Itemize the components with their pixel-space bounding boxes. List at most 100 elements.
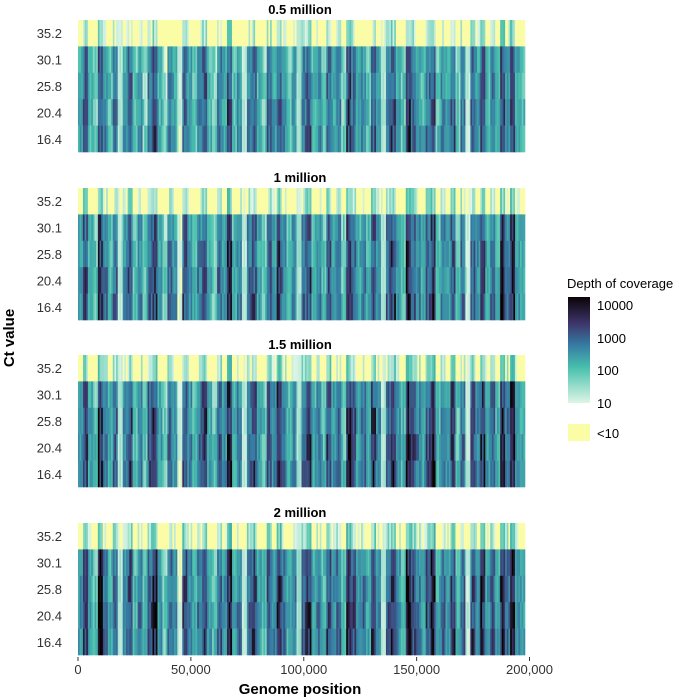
heatmap-cell xyxy=(475,293,478,321)
heatmap-cell xyxy=(417,434,420,461)
heatmap-cell xyxy=(231,20,234,47)
heatmap-cell xyxy=(212,434,215,461)
heatmap-cell xyxy=(490,46,493,74)
heatmap-cell xyxy=(193,72,196,100)
heatmap-cell xyxy=(121,407,123,435)
heatmap-cell xyxy=(265,293,268,321)
heatmap-cell xyxy=(523,293,526,321)
heatmap-cell xyxy=(154,407,157,435)
heatmap-cell xyxy=(475,125,478,153)
heatmap-cell xyxy=(111,214,114,242)
heatmap-cell xyxy=(124,575,127,603)
heatmap-cell xyxy=(347,125,350,153)
heatmap-cell xyxy=(79,549,82,577)
heatmap-cell xyxy=(129,20,132,47)
heatmap-cell xyxy=(162,523,165,550)
heatmap-cell xyxy=(253,99,256,126)
heatmap-cell xyxy=(389,188,392,215)
heatmap-cell xyxy=(281,125,284,153)
heatmap-cell xyxy=(296,72,299,100)
heatmap-cell xyxy=(240,460,243,488)
heatmap-cell xyxy=(284,267,287,294)
heatmap-cell xyxy=(241,602,244,629)
heatmap-cell xyxy=(309,381,312,409)
heatmap-cell xyxy=(476,293,479,321)
heatmap-cell xyxy=(195,72,198,100)
heatmap-cell xyxy=(240,240,243,268)
heatmap-cell xyxy=(455,549,458,577)
heatmap-cell xyxy=(281,188,284,215)
heatmap-cell xyxy=(279,46,282,74)
heatmap-cell xyxy=(251,355,254,382)
heatmap-cell xyxy=(162,240,165,268)
heatmap-cell xyxy=(145,188,148,215)
heatmap-cell xyxy=(323,407,325,435)
heatmap-cell xyxy=(266,293,269,321)
heatmap-cell xyxy=(293,355,296,382)
heatmap-cell xyxy=(520,240,522,268)
heatmap-cell xyxy=(432,214,435,242)
heatmap-cell xyxy=(511,46,514,74)
heatmap-cell xyxy=(475,72,478,100)
heatmap-cell xyxy=(318,549,321,577)
heatmap-cell xyxy=(104,549,107,577)
heatmap-cell xyxy=(435,293,438,321)
heatmap-cell xyxy=(424,99,426,126)
heatmap-cell xyxy=(255,20,258,47)
heatmap-cell xyxy=(298,293,301,321)
heatmap-cell xyxy=(127,407,130,435)
heatmap-cell xyxy=(361,72,364,100)
heatmap-cell xyxy=(228,549,231,577)
heatmap-cell xyxy=(523,434,526,461)
heatmap-cell xyxy=(473,355,476,382)
heatmap-cell xyxy=(134,434,137,461)
heatmap-cell xyxy=(425,434,428,461)
heatmap-cell xyxy=(89,407,92,435)
heatmap-cell xyxy=(154,523,157,550)
heatmap-cell xyxy=(369,240,372,268)
heatmap-cell xyxy=(518,240,521,268)
heatmap-cell xyxy=(79,99,82,126)
heatmap-cell xyxy=(121,602,123,629)
heatmap-cell xyxy=(394,549,397,577)
heatmap-cell xyxy=(276,99,279,126)
heatmap-cell xyxy=(470,267,473,294)
heatmap-cell xyxy=(303,293,306,321)
heatmap-cell xyxy=(438,575,441,603)
heatmap-cell xyxy=(332,267,335,294)
heatmap-cell xyxy=(498,293,501,321)
heatmap-cell xyxy=(460,125,463,153)
heatmap-cell xyxy=(352,407,355,435)
heatmap-cell xyxy=(243,20,246,47)
y-tick-label: 35.2 xyxy=(37,361,62,376)
heatmap-cell xyxy=(496,460,499,488)
heatmap-cell xyxy=(430,240,433,268)
heatmap-cell xyxy=(495,125,498,153)
heatmap-cell xyxy=(308,20,311,47)
heatmap-cell xyxy=(263,46,266,74)
heatmap-cell xyxy=(116,214,119,242)
heatmap-cell xyxy=(170,381,173,409)
heatmap-cell xyxy=(321,240,324,268)
heatmap-cell xyxy=(316,20,319,47)
heatmap-cell xyxy=(490,523,493,550)
heatmap-cell xyxy=(250,20,253,47)
heatmap-cell xyxy=(177,460,180,488)
heatmap-cell xyxy=(409,434,412,461)
heatmap-cell xyxy=(94,407,97,435)
heatmap-cell xyxy=(476,267,479,294)
heatmap-cell xyxy=(84,355,87,382)
heatmap-cell xyxy=(336,434,339,461)
heatmap-cell xyxy=(475,46,478,74)
heatmap-cell xyxy=(362,72,365,100)
heatmap-cell xyxy=(276,549,279,577)
heatmap-cell xyxy=(119,460,122,488)
heatmap-cell xyxy=(182,523,185,550)
heatmap-cell xyxy=(261,188,264,215)
heatmap-cell xyxy=(164,99,167,126)
heatmap-cell xyxy=(154,72,157,100)
heatmap-cell xyxy=(480,407,483,435)
heatmap-cell xyxy=(187,267,190,294)
heatmap-cell xyxy=(248,355,251,382)
